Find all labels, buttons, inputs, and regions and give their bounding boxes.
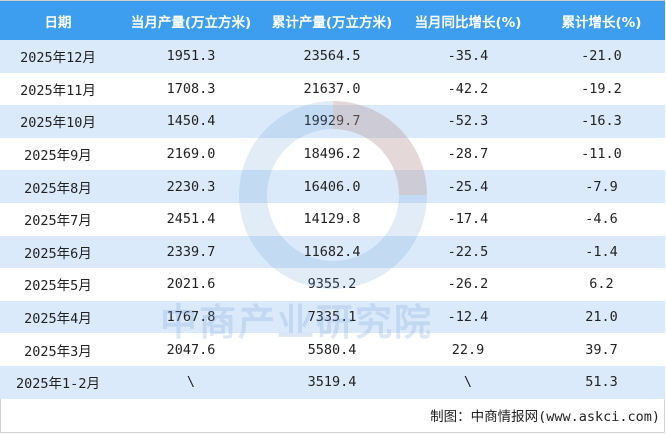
table-cell: 2025年1-2月 (0, 365, 116, 399)
table-cell: 2047.6 (116, 333, 266, 366)
table-cell: -35.4 (398, 40, 538, 73)
table-cell: 2025年5月 (0, 268, 116, 301)
table-cell: 14129.8 (266, 202, 398, 236)
table-row: 2025年5月 2021.6 9355.2 -26.2 6.2 (0, 268, 665, 301)
table-cell: -19.2 (538, 72, 665, 106)
table-cell: -12.4 (398, 300, 538, 334)
data-table: 日期 当月产量(万立方米) 累计产量(万立方米) 当月同比增长(%) 累计增长(%) 2… (0, 1, 665, 399)
table-cell: -28.7 (398, 137, 538, 171)
table-cell: 2230.3 (116, 170, 266, 203)
table-cell: -26.2 (398, 268, 538, 301)
table-cell: 16406.0 (266, 170, 398, 203)
table-cell: 2021.6 (116, 268, 266, 301)
watermark-text: 中商产业研究院 (160, 301, 433, 344)
table-cell: 2025年6月 (0, 235, 116, 269)
table-cell: 2169.0 (116, 137, 266, 171)
table-row: 2025年1-2月 \ 3519.4 \ 51.3 (0, 365, 665, 399)
table-cell: 39.7 (538, 333, 665, 366)
table-cell: 6.2 (538, 268, 665, 301)
table-row: 2025年6月 2339.7 11682.4 -22.5 -1.4 (0, 235, 665, 269)
table-row: 2025年10月 1450.4 19929.7 -52.3 -16.3 (0, 105, 665, 138)
table-cell: \ (398, 365, 538, 399)
table-cell: 2025年10月 (0, 105, 116, 138)
table-cell: 1951.3 (116, 40, 266, 73)
table-cell: 11682.4 (266, 235, 398, 269)
table-cell: 9355.2 (266, 268, 398, 301)
table-cell: -11.0 (538, 137, 665, 171)
table-cell: -7.9 (538, 170, 665, 203)
table-cell: 21.0 (538, 300, 665, 334)
header-row: 日期 当月产量(万立方米) 累计产量(万立方米) 当月同比增长(%) 累计增长(%) (0, 1, 665, 40)
table-cell: 23564.5 (266, 40, 398, 73)
column-header: 当月产量(万立方米) (116, 1, 266, 40)
table-cell: 3519.4 (266, 365, 398, 399)
table-cell: 2339.7 (116, 235, 266, 269)
table-cell: -4.6 (538, 202, 665, 236)
table-cell: 2025年4月 (0, 300, 116, 334)
table-cell: 1708.3 (116, 72, 266, 106)
table-cell: 1450.4 (116, 105, 266, 138)
table-cell: 18496.2 (266, 137, 398, 171)
table-cell: 7335.1 (266, 300, 398, 334)
table-row: 2025年4月 1767.8 7335.1 -12.4 21.0 (0, 300, 665, 334)
table-cell: 2025年3月 (0, 333, 116, 366)
table-cell: \ (116, 365, 266, 399)
table-row: 2025年12月 1951.3 23564.5 -35.4 -21.0 (0, 40, 665, 73)
table-cell: -1.4 (538, 235, 665, 269)
table-cell: 22.9 (398, 333, 538, 366)
column-header: 当月同比增长(%) (398, 1, 538, 40)
table-cell: -52.3 (398, 105, 538, 138)
table-cell: 19929.7 (266, 105, 398, 138)
column-header: 累计增长(%) (538, 1, 665, 40)
table-cell: 2025年9月 (0, 137, 116, 171)
table-cell: -16.3 (538, 105, 665, 138)
table-cell: 2025年12月 (0, 40, 116, 73)
table-cell: 1767.8 (116, 300, 266, 334)
table-cell: 2025年11月 (0, 72, 116, 106)
table-cell: 21637.0 (266, 72, 398, 106)
table-row: 2025年3月 2047.6 5580.4 22.9 39.7 (0, 333, 665, 366)
table-cell: 2025年8月 (0, 170, 116, 203)
table-row: 2025年11月 1708.3 21637.0 -42.2 -19.2 (0, 72, 665, 106)
table-cell: -25.4 (398, 170, 538, 203)
table-cell: -21.0 (538, 40, 665, 73)
table-row: 2025年8月 2230.3 16406.0 -25.4 -7.9 (0, 170, 665, 203)
table-row: 2025年9月 2169.0 18496.2 -28.7 -11.0 (0, 137, 665, 171)
table-cell: 2025年7月 (0, 202, 116, 236)
table-cell: -22.5 (398, 235, 538, 269)
table-cell: 5580.4 (266, 333, 398, 366)
table-row: 2025年7月 2451.4 14129.8 -17.4 -4.6 (0, 202, 665, 236)
table-cell: -17.4 (398, 202, 538, 236)
table-cell: -42.2 (398, 72, 538, 106)
column-header: 日期 (0, 1, 116, 40)
column-header: 累计产量(万立方米) (266, 1, 398, 40)
source-footer: 制图：中商情报网(www.askci.com) (430, 409, 660, 425)
table-cell: 51.3 (538, 365, 665, 399)
table-cell: 2451.4 (116, 202, 266, 236)
